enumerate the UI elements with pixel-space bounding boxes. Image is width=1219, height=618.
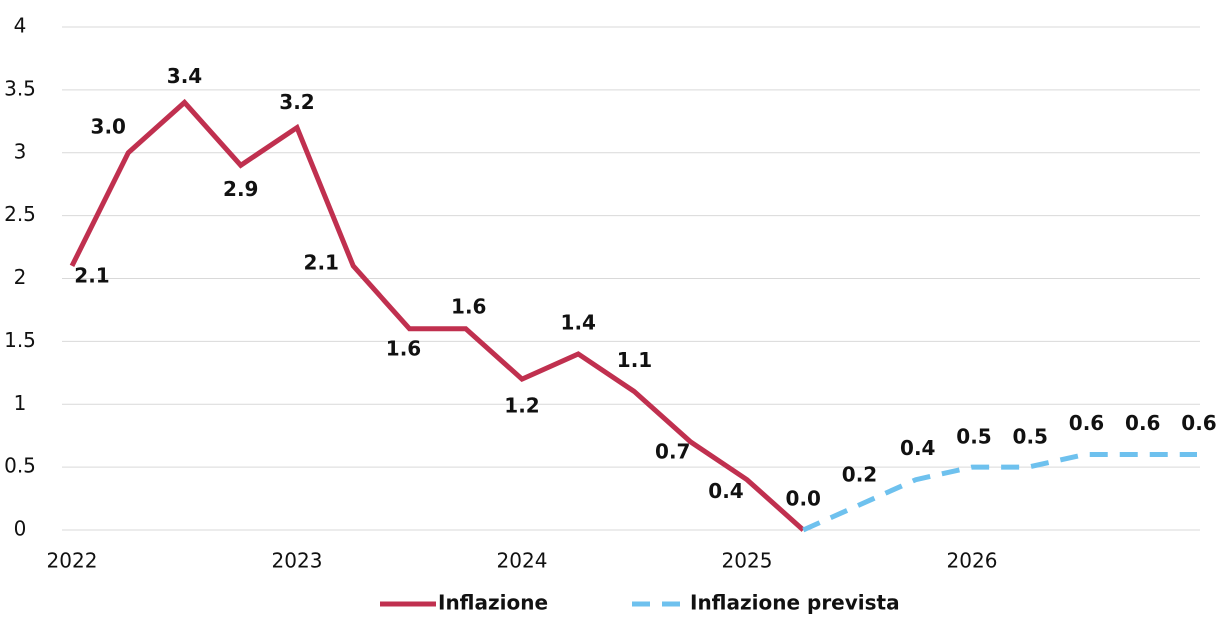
data-label: 1.2 [504, 394, 539, 418]
data-label: 1.6 [451, 294, 486, 318]
data-label: 0.2 [842, 462, 877, 486]
data-label: 0.0 [786, 487, 821, 511]
y-tick-label: 1.5 [4, 328, 36, 352]
data-label: 2.1 [304, 250, 339, 274]
data-label: 3.4 [167, 64, 202, 88]
data-label: 0.5 [1013, 425, 1048, 449]
data-label: 2.1 [74, 263, 109, 287]
line-series [69, 98, 805, 532]
data-label: 0.7 [655, 439, 690, 463]
data-label: 0.4 [900, 436, 935, 460]
x-tick-label: 2023 [272, 549, 323, 573]
y-tick-label: 2 [14, 265, 27, 289]
data-label: 2.9 [223, 177, 258, 201]
data-label: 3.0 [91, 114, 126, 138]
data-label: 0.5 [956, 425, 991, 449]
y-tick-label: 3 [14, 139, 27, 163]
data-label: 3.2 [279, 90, 314, 114]
line-series [802, 452, 1197, 533]
x-tick-label: 2025 [722, 549, 773, 573]
data-label: 1.4 [561, 310, 596, 334]
y-tick-label: 0.5 [4, 454, 36, 478]
y-tick-label: 2.5 [4, 202, 36, 226]
y-tick-label: 3.5 [4, 76, 36, 100]
x-tick-label: 2022 [47, 549, 98, 573]
y-tick-label: 4 [14, 14, 27, 38]
legend-label: Inflazione prevista [690, 591, 900, 615]
x-tick-label: 2024 [497, 549, 548, 573]
y-tick-label: 0 [14, 517, 27, 541]
y-tick-label: 1 [14, 391, 27, 415]
x-tick-label: 2026 [947, 549, 998, 573]
data-label: 1.1 [617, 348, 652, 372]
data-label: 0.6 [1069, 411, 1104, 435]
data-label: 0.4 [708, 479, 743, 503]
data-label: 0.6 [1125, 411, 1160, 435]
legend-label: Inflazione [438, 591, 548, 615]
data-label: 0.6 [1181, 411, 1216, 435]
data-label: 1.6 [386, 336, 421, 360]
